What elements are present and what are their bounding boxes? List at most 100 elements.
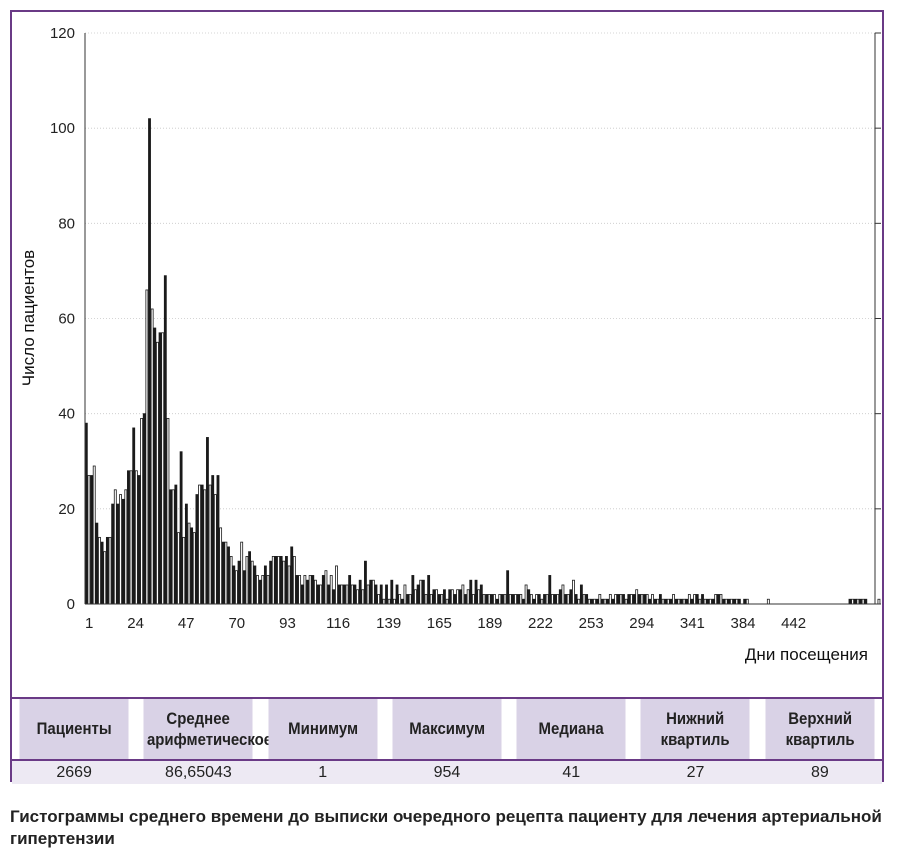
- axes: [84, 32, 881, 605]
- histogram-bar: [737, 598, 741, 605]
- histogram-bar: [342, 584, 346, 605]
- histogram-bar: [364, 560, 367, 605]
- histogram-bar: [208, 484, 212, 605]
- histogram-bar: [292, 556, 296, 605]
- histogram-bar: [619, 594, 623, 605]
- y-axis-title: Число пациентов: [19, 250, 38, 386]
- histogram-bar: [553, 594, 557, 605]
- y-tick-label: 100: [50, 120, 75, 137]
- histogram-bar: [477, 589, 481, 605]
- histogram-bar: [374, 584, 378, 605]
- histogram-bar: [445, 598, 449, 605]
- histogram-bar: [487, 594, 491, 605]
- histogram-bar: [127, 470, 130, 605]
- histogram-bar: [714, 594, 718, 605]
- histogram-bar: [474, 579, 478, 605]
- histogram-bar: [403, 584, 407, 605]
- histogram-bar: [727, 598, 731, 605]
- histogram-bar: [556, 594, 560, 605]
- histogram-bar: [356, 589, 359, 605]
- histogram-bar: [361, 589, 365, 605]
- histogram-bar: [234, 570, 238, 605]
- figure-caption: Гистограммы среднего времени до выписки …: [10, 807, 882, 848]
- x-tick-labels: 1 24 47 70 93 116 139 165 189 222 253 294 341 384 442: [85, 615, 806, 632]
- histogram-bar: [306, 579, 309, 605]
- histogram-bar: [709, 598, 712, 605]
- histogram-bar: [490, 594, 494, 605]
- histogram-bar: [385, 584, 388, 605]
- histogram-bar: [256, 575, 259, 605]
- value-mean: 86,65043: [136, 760, 261, 784]
- histogram-bar: [669, 598, 673, 605]
- histogram-bar: [856, 598, 860, 605]
- x-tick-label: 384: [730, 615, 755, 632]
- histogram-bar: [632, 594, 636, 605]
- histogram-bar: [203, 489, 207, 605]
- histogram-bar: [285, 556, 288, 605]
- header-median: Медиана: [516, 697, 626, 761]
- histogram-bar: [414, 589, 417, 605]
- histogram-bar: [535, 594, 539, 605]
- histogram-bar: [719, 594, 723, 605]
- histogram-bar: [87, 475, 91, 605]
- histogram-bar: [390, 579, 394, 605]
- histogram-bar: [95, 522, 99, 605]
- histogram-bar: [134, 470, 138, 605]
- histogram-bar: [174, 484, 178, 605]
- histogram-bar: [166, 418, 170, 605]
- histogram-bar: [579, 584, 583, 605]
- x-axis-title: Дни посещения: [745, 645, 868, 664]
- y-tick-label: 60: [58, 311, 75, 328]
- histogram-bar: [595, 598, 599, 605]
- histogram-bar: [574, 594, 578, 605]
- statistics-value-row: 2669 86,65043 1 954 41 27 89: [12, 760, 882, 784]
- histogram-bar: [387, 598, 391, 605]
- histogram-bar: [319, 584, 323, 605]
- histogram-bar: [337, 584, 341, 605]
- value-lower-quartile: 27: [633, 760, 758, 784]
- histogram-bar: [690, 598, 694, 605]
- x-tick-label: 222: [528, 615, 553, 632]
- statistics-header-row: Пациенты Среднее арифметическое Минимум …: [12, 697, 882, 761]
- histogram-bar: [572, 579, 575, 605]
- histogram-bar: [116, 503, 120, 605]
- histogram-bar: [648, 598, 652, 605]
- histogram-bar: [245, 556, 249, 605]
- histogram-bar: [440, 594, 444, 605]
- histogram-bar: [743, 598, 747, 605]
- histogram-bar: [587, 598, 591, 605]
- x-tick-label: 294: [629, 615, 654, 632]
- histogram-bar: [248, 551, 252, 605]
- histogram-bar: [221, 541, 225, 605]
- histogram-bar: [98, 536, 101, 605]
- histogram-bar: [187, 522, 191, 605]
- histogram-bar: [532, 598, 536, 605]
- histogram-bar: [184, 503, 188, 605]
- histogram-bar: [745, 598, 749, 605]
- histogram-bar: [132, 427, 136, 605]
- histogram-bar: [695, 594, 699, 605]
- histogram-bar: [606, 598, 610, 605]
- histogram-bar: [479, 584, 483, 605]
- histogram-bar: [519, 594, 523, 605]
- histogram-bar: [635, 589, 639, 605]
- x-tick-label: 70: [228, 615, 245, 632]
- histogram-bar: [500, 594, 504, 605]
- histogram-bar: [163, 275, 167, 605]
- histogram-bar: [155, 341, 159, 605]
- histogram-bar: [722, 598, 726, 605]
- histogram-bar: [877, 598, 881, 605]
- histogram-bar: [735, 598, 739, 605]
- histogram-bar: [142, 413, 146, 605]
- histogram-bar: [321, 575, 325, 605]
- value-minimum: 1: [260, 760, 385, 784]
- histogram-bar: [161, 332, 165, 605]
- header-maximum: Максимум: [392, 697, 502, 761]
- grid-lines: [85, 32, 875, 510]
- histogram-bar: [435, 589, 438, 605]
- histogram-bar: [724, 598, 728, 605]
- histogram-bar: [261, 575, 265, 605]
- histogram-bar: [471, 594, 475, 605]
- histogram-bar: [108, 536, 112, 605]
- header-minimum: Минимум: [268, 697, 378, 761]
